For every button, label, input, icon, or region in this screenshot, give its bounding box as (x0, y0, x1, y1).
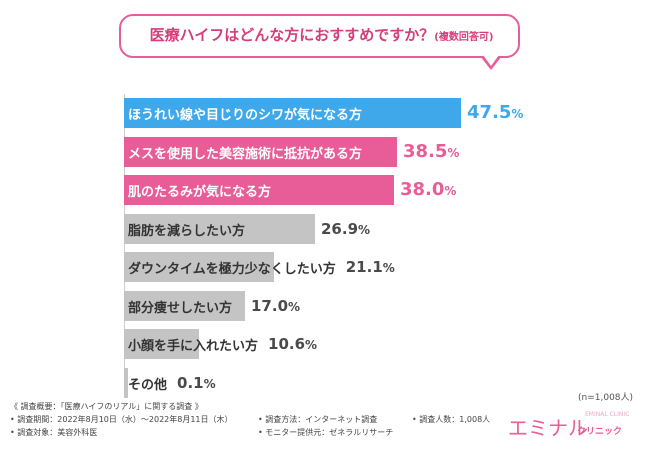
bar-label-3: 肌のたるみが気になる方 (128, 184, 272, 200)
bar-6: 部分痩せしたい方 (124, 291, 245, 321)
bubble-tail-fill (483, 55, 499, 66)
value-label-5: 21.1% (346, 258, 395, 276)
value-number-1: 47.5 (467, 102, 512, 123)
bar-4: 脂肪を減らしたい方 (124, 214, 315, 244)
survey-target: • 調査対象：美容外科医 (10, 428, 98, 437)
value-label-6: 17.0% (251, 297, 300, 315)
value-label-1: 47.5% (467, 102, 523, 123)
value-number-3: 38.0 (400, 179, 445, 200)
value-number-2: 38.5 (403, 141, 448, 162)
bar-2: メスを使用した美容施術に抵抗がある方 (124, 137, 397, 167)
value-unit-4: % (358, 223, 371, 237)
bar-label-8: その他 (128, 377, 168, 393)
chart-title: 医療ハイフはどんな方におすすめですか？(複数回答可) (125, 24, 518, 45)
value-number-8: 0.1 (177, 374, 204, 392)
value-unit-7: % (305, 338, 318, 352)
survey-count: • 調査人数：1,008人 (412, 415, 491, 424)
value-number-6: 17.0 (251, 297, 289, 315)
logo-sub-text: クリニック (577, 427, 623, 437)
bar-label-7: 小顔を手に入れたい方 (128, 338, 259, 354)
value-label-3: 38.0% (400, 179, 456, 200)
value-unit-3: % (444, 184, 457, 198)
value-unit-8: % (203, 377, 216, 391)
survey-period: • 調査期間：2022年8月10日（水）～2022年8月11日（木） (10, 415, 233, 424)
value-unit-2: % (447, 146, 460, 160)
value-label-4: 26.9% (321, 220, 370, 238)
sample-size-note: (n=1,008人) (578, 393, 634, 403)
value-number-4: 26.9 (321, 220, 359, 238)
logo-main-text: エミナル (508, 416, 588, 440)
value-label-2: 38.5% (403, 141, 459, 162)
bar-8: その他 (124, 368, 167, 398)
bar-label-4: 脂肪を減らしたい方 (128, 223, 246, 239)
value-label-8: 0.1% (177, 374, 216, 392)
title-bubble (119, 14, 520, 58)
bar-label-2: メスを使用した美容施術に抵抗がある方 (128, 146, 363, 162)
value-number-7: 10.6 (268, 335, 306, 353)
bar-7: 小顔を手に入れたい方 (124, 329, 258, 359)
bar-label-6: 部分痩せしたい方 (128, 300, 233, 316)
value-unit-6: % (288, 300, 301, 314)
chart-title-text: 医療ハイフはどんな方におすすめですか？ (149, 26, 435, 44)
value-number-5: 21.1 (345, 258, 383, 276)
value-unit-1: % (511, 107, 524, 121)
bar-1: ほうれい線や目じりのシワが気になる方 (124, 98, 461, 128)
survey-overview: 《 調査概要：「医療ハイフのリアル」に関する調査 》 (10, 402, 203, 411)
value-label-7: 10.6% (268, 335, 317, 353)
survey-method: • 調査方法：インターネット調査 (258, 415, 378, 424)
bar-label-1: ほうれい線や目じりのシワが気になる方 (128, 107, 363, 123)
chart-subtitle: (複数回答可) (434, 32, 494, 43)
survey-monitor: • モニター提供元：ゼネラルリサーチ (258, 428, 394, 437)
bar-3: 肌のたるみが気になる方 (124, 175, 394, 205)
bar-5: ダウンタイムを極力少なくしたい方 (124, 252, 336, 282)
bar-label-5: ダウンタイムを極力少なくしたい方 (128, 261, 336, 277)
logo-wordmark-small: EMINAL CLINIC (585, 411, 630, 418)
value-unit-5: % (382, 261, 395, 275)
